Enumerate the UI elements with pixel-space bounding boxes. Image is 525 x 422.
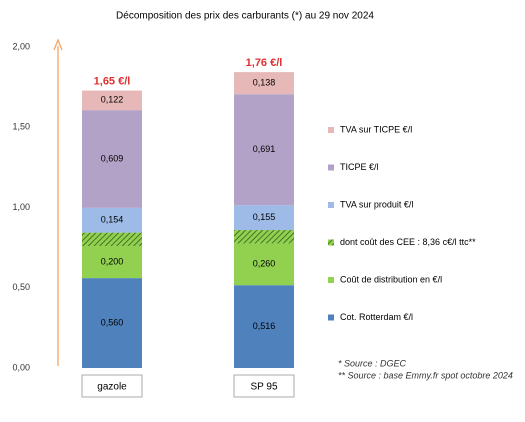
bar-segment: [82, 207, 142, 233]
legend-label: Cot. Rotterdam €/l: [340, 312, 413, 322]
value-label: 0,138: [253, 78, 276, 88]
legend-label: TICPE €/l: [340, 162, 379, 172]
bar-segment: [234, 230, 294, 244]
y-tick-label: 0,50: [12, 282, 30, 292]
bar-segment: [234, 72, 294, 95]
bar-segment: [82, 246, 142, 279]
x-tick-label: SP 95: [250, 382, 277, 393]
legend-swatch: [328, 314, 334, 321]
y-tick-label: 1,00: [12, 202, 30, 212]
bar-segment: [234, 285, 294, 368]
bar-segment: [82, 90, 142, 111]
bar-segment: [82, 110, 142, 208]
legend-label: TVA sur TICPE €/l: [340, 124, 412, 134]
value-label: 0,609: [101, 153, 124, 163]
legend-swatch: [328, 127, 334, 133]
category-box: [233, 374, 295, 398]
legend-label: Coût de distribution en €/l: [340, 274, 442, 284]
legend-label: TVA sur produit €/l: [340, 199, 413, 209]
note: * Source : DGEC: [338, 358, 407, 368]
legend-label: dont coût des CEE : 8,36 c€/l ttc**: [340, 237, 476, 247]
legend-swatch: [328, 164, 334, 171]
value-label: 0,122: [101, 95, 124, 105]
total-label: 1,76 €/l: [246, 57, 283, 69]
value-label: 0,200: [101, 256, 124, 266]
value-label: 0,154: [101, 215, 124, 225]
axis-arrow-head: [53, 38, 63, 51]
legend-swatch: [328, 202, 334, 208]
total-label: 1,65 €/l: [94, 75, 131, 87]
legend-swatch: [328, 277, 334, 283]
value-label: 0,691: [253, 144, 276, 154]
value-label: 0,155: [253, 212, 276, 222]
note: ** Source : base Emmy.fr spot octobre 20…: [338, 370, 513, 380]
bar-segment: [82, 278, 142, 368]
category-box: [81, 374, 143, 398]
y-tick-label: 0,00: [12, 362, 30, 372]
y-tick-label: 1,50: [12, 122, 30, 132]
legend-swatch: [328, 239, 334, 246]
bar-segment: [234, 205, 294, 231]
y-tick-label: 2,00: [12, 41, 30, 51]
chart-title: Décomposition des prix des carburants (*…: [116, 11, 374, 22]
bar-segment: [234, 243, 294, 286]
value-label: 0,560: [101, 317, 124, 327]
bar-segment: [234, 94, 294, 206]
value-label: 0,516: [253, 321, 276, 331]
value-label: 0,260: [253, 259, 276, 269]
x-tick-label: gazole: [97, 382, 127, 393]
bar-segment: [82, 232, 142, 247]
